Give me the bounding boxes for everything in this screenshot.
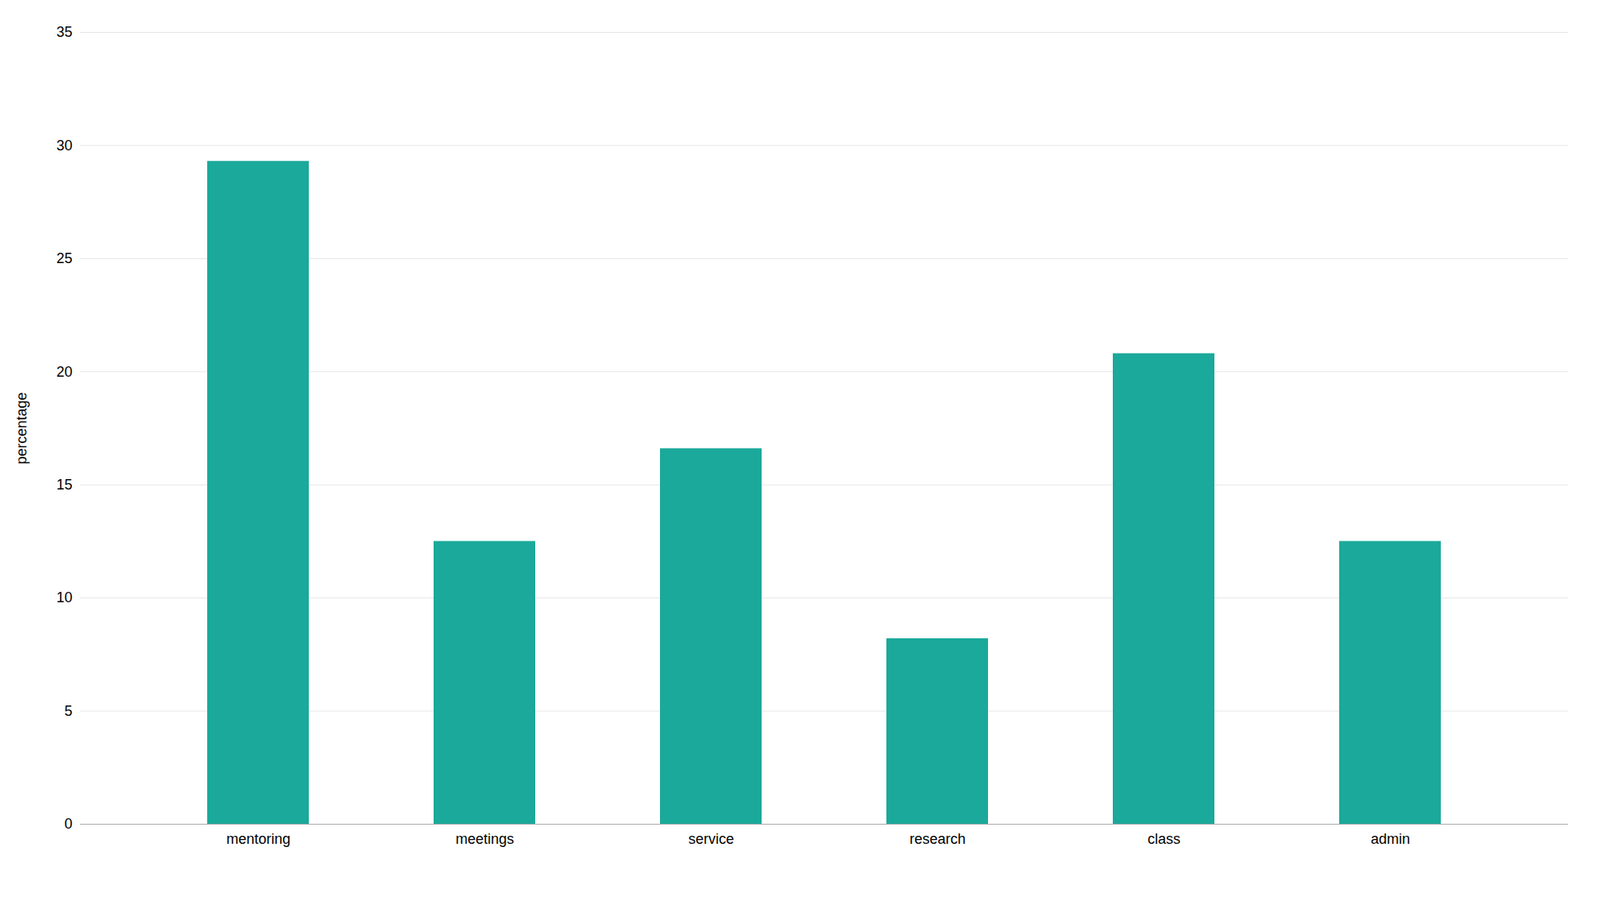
svg-text:25: 25	[56, 250, 72, 267]
svg-text:class: class	[1147, 831, 1180, 848]
svg-text:10: 10	[56, 589, 72, 606]
svg-text:35: 35	[56, 24, 72, 40]
svg-text:30: 30	[56, 137, 72, 154]
svg-text:meetings: meetings	[455, 831, 514, 848]
svg-text:percentage: percentage	[13, 392, 30, 464]
svg-text:admin: admin	[1370, 831, 1410, 848]
svg-text:research: research	[909, 831, 966, 848]
svg-text:mentoring: mentoring	[226, 831, 291, 848]
svg-text:service: service	[688, 831, 734, 848]
svg-text:5: 5	[64, 703, 72, 720]
svg-text:15: 15	[56, 476, 72, 493]
svg-text:0: 0	[64, 816, 72, 832]
svg-text:20: 20	[56, 364, 72, 380]
